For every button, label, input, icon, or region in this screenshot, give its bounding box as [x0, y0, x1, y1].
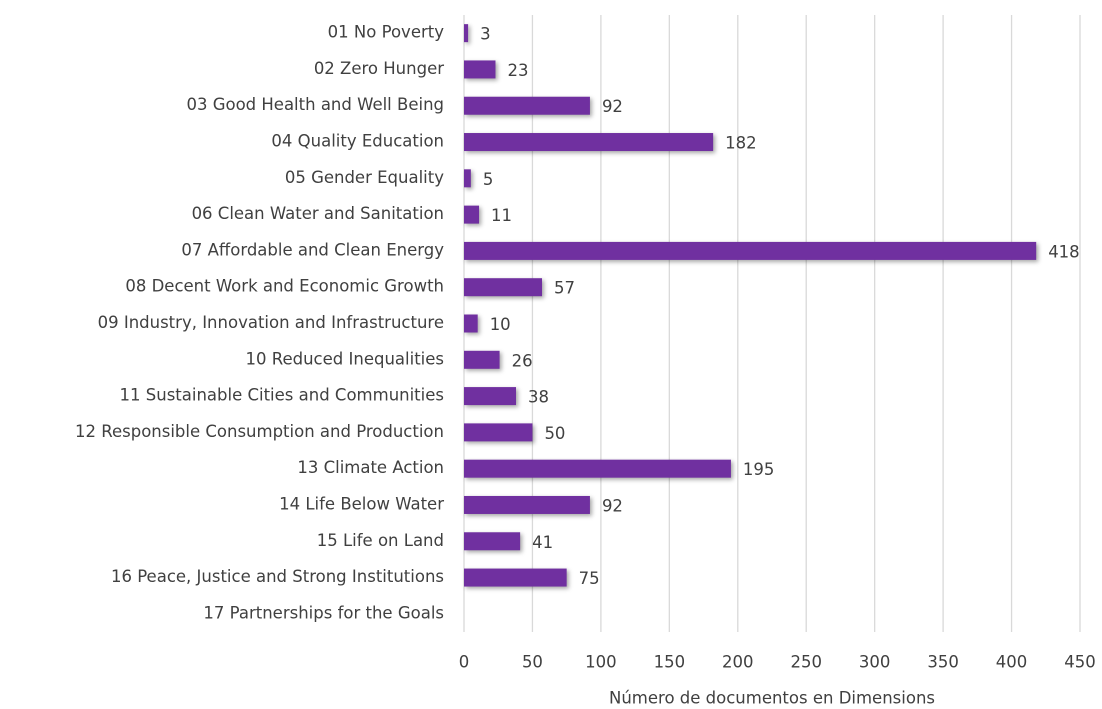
bar — [464, 350, 500, 369]
value-label: 10 — [490, 315, 511, 334]
value-label: 23 — [507, 61, 528, 80]
value-label: 92 — [602, 496, 623, 515]
y-tick-label: 07 Affordable and Clean Energy — [181, 240, 444, 259]
value-label: 11 — [491, 206, 512, 225]
y-tick-label: 12 Responsible Consumption and Productio… — [75, 422, 444, 441]
x-axis-label: Número de documentos en Dimensions — [609, 689, 935, 708]
value-label: 195 — [743, 460, 775, 479]
bar — [464, 60, 496, 79]
bar — [464, 278, 543, 297]
bar — [464, 423, 533, 442]
y-tick-label: 01 No Poverty — [328, 23, 445, 42]
bar — [464, 387, 517, 406]
value-label: 3 — [480, 25, 491, 44]
y-tick-label: 03 Good Health and Well Being — [186, 95, 444, 114]
bar — [464, 568, 567, 587]
x-tick-label: 350 — [927, 653, 959, 672]
y-tick-label: 11 Sustainable Cities and Communities — [120, 386, 444, 405]
y-tick-label: 04 Quality Education — [271, 132, 444, 151]
bar — [464, 24, 469, 43]
bar — [464, 495, 590, 514]
bar — [464, 205, 480, 224]
bar — [464, 169, 471, 188]
x-tick-label: 0 — [459, 653, 470, 672]
bar — [464, 133, 714, 152]
y-tick-label: 05 Gender Equality — [285, 168, 444, 187]
x-tick-label: 400 — [996, 653, 1028, 672]
y-tick-label: 06 Clean Water and Sanitation — [192, 204, 444, 223]
bar — [464, 241, 1037, 260]
bar — [464, 96, 590, 115]
value-label: 182 — [725, 134, 757, 153]
x-tick-label: 450 — [1064, 653, 1096, 672]
x-tick-label: 100 — [585, 653, 617, 672]
value-label: 57 — [554, 279, 575, 298]
value-label: 5 — [483, 170, 494, 189]
y-tick-label: 17 Partnerships for the Goals — [203, 603, 444, 622]
x-tick-label: 300 — [859, 653, 891, 672]
x-tick-label: 250 — [790, 653, 822, 672]
bar — [464, 314, 478, 333]
bar — [464, 459, 731, 478]
value-label: 26 — [512, 351, 533, 370]
x-tick-label: 50 — [522, 653, 543, 672]
value-label: 418 — [1048, 242, 1080, 261]
value-label: 38 — [528, 388, 549, 407]
value-label: 50 — [544, 424, 565, 443]
x-tick-label: 200 — [722, 653, 754, 672]
x-tick-label: 150 — [654, 653, 686, 672]
y-tick-label: 14 Life Below Water — [279, 494, 444, 513]
y-tick-label: 02 Zero Hunger — [314, 59, 444, 78]
y-tick-label: 09 Industry, Innovation and Infrastructu… — [98, 313, 444, 332]
y-tick-label: 15 Life on Land — [317, 531, 444, 550]
y-tick-label: 16 Peace, Justice and Strong Institution… — [111, 567, 444, 586]
y-tick-label: 13 Climate Action — [297, 458, 444, 477]
value-label: 75 — [579, 569, 600, 588]
y-tick-label: 08 Decent Work and Economic Growth — [125, 277, 444, 296]
y-tick-label: 10 Reduced Inequalities — [246, 349, 444, 368]
value-label: 41 — [532, 533, 553, 552]
bar — [464, 532, 521, 551]
value-label: 92 — [602, 97, 623, 116]
